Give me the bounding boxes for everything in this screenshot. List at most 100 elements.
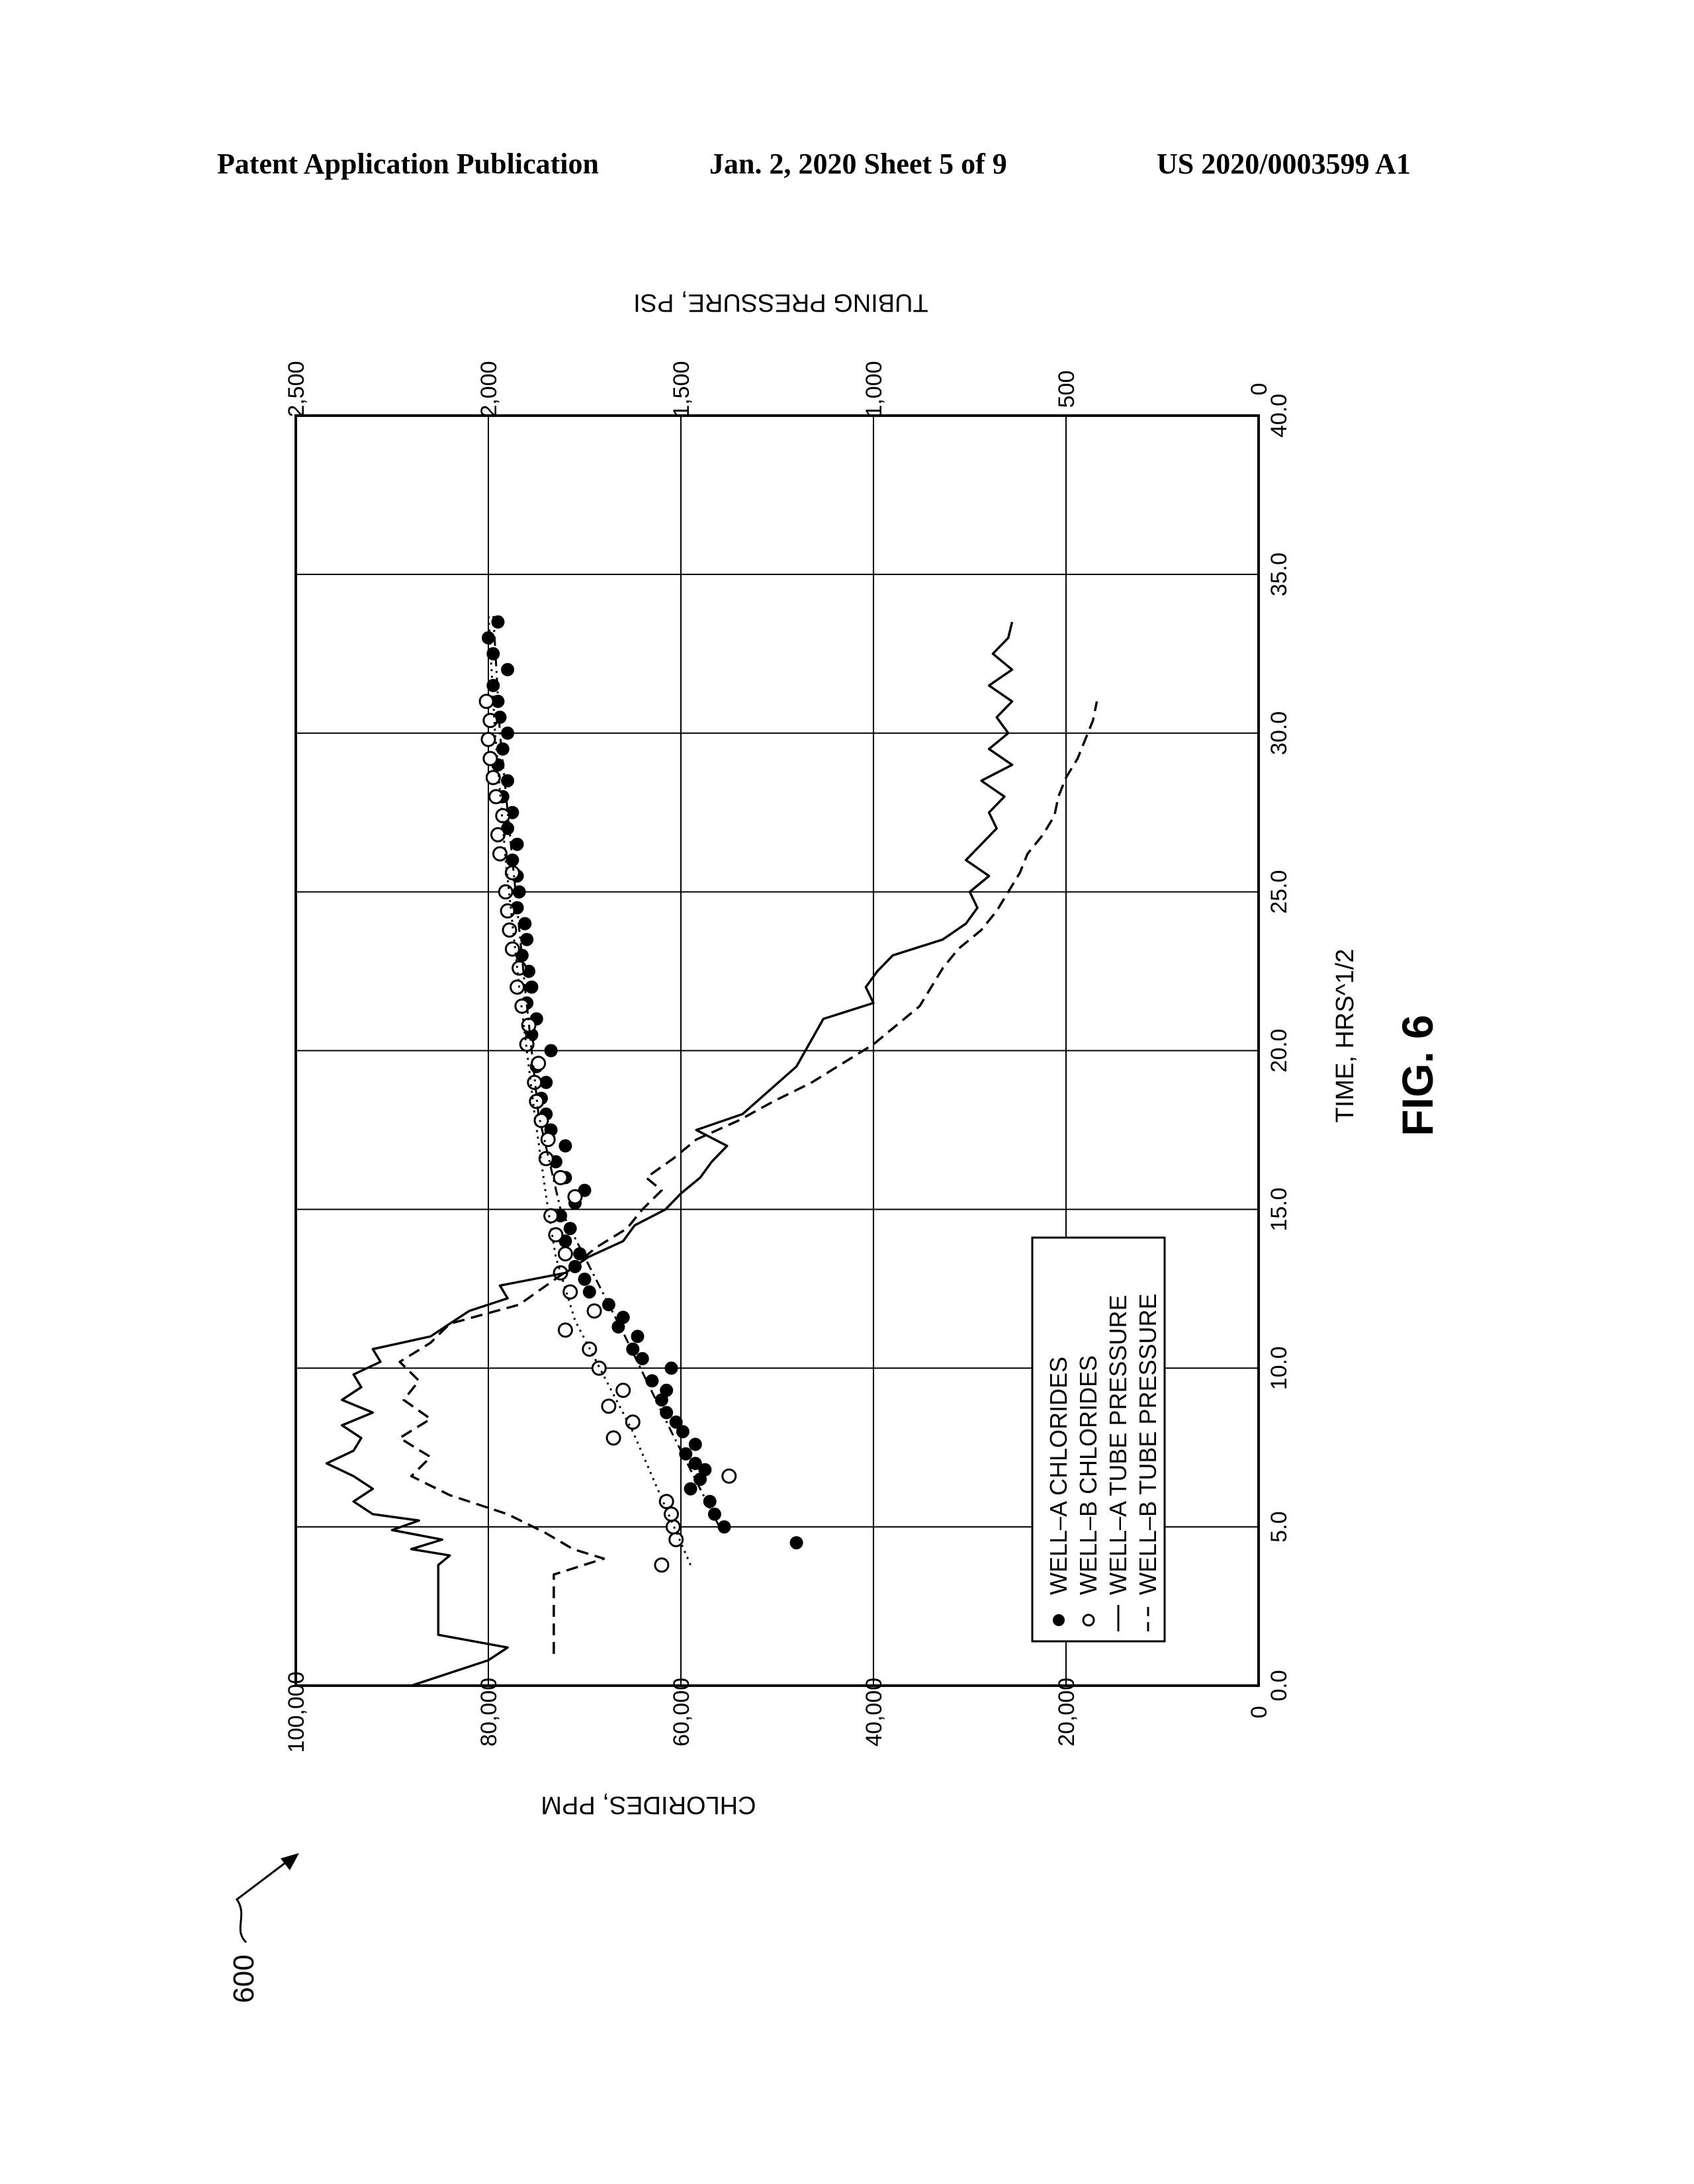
plot-area xyxy=(325,612,1098,1687)
series-0-point-4 xyxy=(684,1482,697,1496)
y-left-tick-label-0: 0 xyxy=(1247,1706,1272,1719)
y-right-tick-label-3: 1,500 xyxy=(669,361,694,417)
series-1-point-5 xyxy=(721,1468,737,1484)
series-1-point-37 xyxy=(492,846,508,862)
series-4-line xyxy=(487,612,691,1566)
header-publication: Patent Application Publication xyxy=(217,148,599,180)
y-right-tick-label-4: 2,000 xyxy=(476,361,502,417)
legend-box xyxy=(1031,1236,1166,1643)
header-date-sheet: Jan. 2, 2020 Sheet 5 of 9 xyxy=(709,148,1007,180)
series-0-point-21 xyxy=(616,1310,630,1324)
series-0-point-60 xyxy=(501,726,515,740)
x-tick-label-6: 30.0 xyxy=(1267,711,1292,755)
series-0-point-59 xyxy=(496,742,510,756)
y-left-tick-label-1: 20,000 xyxy=(1054,1678,1079,1747)
y-right-tick-label-0: 0 xyxy=(1247,383,1272,396)
series-1-point-0 xyxy=(654,1557,670,1573)
x-tick-label-2: 10.0 xyxy=(1267,1346,1292,1390)
x-tick-label-3: 15.0 xyxy=(1267,1187,1292,1231)
x-tick-label-8: 40.0 xyxy=(1267,394,1292,437)
series-1-point-27 xyxy=(519,1036,535,1052)
series-0-point-52 xyxy=(506,853,519,867)
series-0-point-11 xyxy=(669,1415,683,1429)
series-0-point-65 xyxy=(486,647,500,660)
y-right-tick-label-1: 500 xyxy=(1054,371,1079,408)
series-0-point-0 xyxy=(789,1536,803,1550)
series-0-point-18 xyxy=(626,1342,640,1356)
series-1-point-19 xyxy=(567,1189,583,1205)
axes: 0.05.010.015.020.025.030.035.040.0020,00… xyxy=(284,361,1292,1752)
legend-label-well-a-pressure: WELL–A TUBE PRESSURE xyxy=(1104,1295,1132,1596)
series-1-point-12 xyxy=(557,1322,573,1338)
series-1-point-13 xyxy=(586,1303,602,1319)
legend: WELL–A CHLORIDES WELL–B CHLORIDES WELL–A… xyxy=(1031,1236,1166,1643)
series-0-point-8 xyxy=(679,1447,693,1461)
series-1-point-32 xyxy=(504,941,520,957)
series-0-point-6 xyxy=(698,1463,712,1477)
legend-label-well-b-pressure: WELL–B TUBE PRESSURE xyxy=(1134,1294,1161,1595)
series-1-point-18 xyxy=(543,1208,559,1224)
series-3-line xyxy=(398,701,1098,1654)
legend-label-well-a-chlorides: WELL–A CHLORIDES xyxy=(1045,1357,1072,1595)
series-1-point-7 xyxy=(625,1414,641,1430)
x-tick-label-7: 35.0 xyxy=(1267,553,1292,596)
series-1-point-17 xyxy=(548,1227,564,1243)
x-tick-label-0: 0.0 xyxy=(1267,1670,1292,1701)
x-tick-label-4: 20.0 xyxy=(1267,1028,1292,1072)
series-1-point-43 xyxy=(480,731,496,747)
series-0-point-19 xyxy=(631,1330,645,1343)
series-1-point-35 xyxy=(498,884,513,900)
series-0-point-40 xyxy=(544,1044,558,1058)
series-0-point-64 xyxy=(501,662,515,676)
y-left-tick-label-3: 60,000 xyxy=(669,1678,694,1747)
series-1-point-20 xyxy=(553,1169,568,1185)
series-0-point-9 xyxy=(688,1437,702,1451)
series-0-point-16 xyxy=(664,1361,678,1375)
reference-numeral: 600 xyxy=(228,1954,260,2003)
series-0-point-17 xyxy=(635,1351,649,1365)
series-1-point-22 xyxy=(540,1132,556,1148)
y-left-tick-label-4: 80,000 xyxy=(476,1678,502,1747)
series-1-point-14 xyxy=(562,1284,578,1300)
series-0-point-48 xyxy=(518,917,532,931)
series-1-point-6 xyxy=(605,1430,621,1446)
y-left-tick-label-2: 40,000 xyxy=(862,1678,887,1747)
y-right-tick-label-2: 1,000 xyxy=(862,361,887,417)
series-1-point-34 xyxy=(500,903,515,919)
series-1-point-9 xyxy=(615,1383,631,1398)
plot-frame xyxy=(294,414,1260,1687)
legend-label-well-b-chlorides: WELL–B CHLORIDES xyxy=(1075,1355,1102,1595)
series-1-point-30 xyxy=(510,979,525,995)
header-patent-number: US 2020/0003599 A1 xyxy=(1157,148,1411,180)
series-0-point-14 xyxy=(660,1383,674,1397)
series-0-point-15 xyxy=(645,1374,659,1388)
series-1-point-41 xyxy=(485,770,501,786)
series-0-point-47 xyxy=(520,933,534,946)
series-5-line xyxy=(492,612,721,1527)
series-0-point-2 xyxy=(707,1507,721,1521)
series-1-point-26 xyxy=(531,1056,547,1071)
series-1-point-10 xyxy=(591,1360,607,1376)
figure-label: FIG. 6 xyxy=(1393,1015,1442,1136)
y-right-tick-label-5: 2,500 xyxy=(284,361,309,417)
series-2-line xyxy=(325,621,1014,1687)
series-0-point-34 xyxy=(558,1139,572,1153)
y-right-axis-title: TUBING PRESSURE, PSI xyxy=(633,289,928,316)
series-1-point-16 xyxy=(557,1246,573,1261)
y-left-axis-title: CHLORIDES, PPM xyxy=(541,1791,756,1819)
series-1-point-42 xyxy=(482,751,498,766)
series-0-point-3 xyxy=(703,1494,717,1508)
series-0-point-24 xyxy=(578,1272,592,1286)
series-0-point-57 xyxy=(501,774,515,788)
series-0-point-7 xyxy=(688,1457,702,1471)
reference-arrow xyxy=(235,1853,299,1944)
series-0-point-53 xyxy=(510,837,524,851)
x-tick-label-1: 5.0 xyxy=(1267,1511,1292,1542)
legend-marker-well-b-chlorides xyxy=(1082,1614,1095,1627)
series-0-point-38 xyxy=(539,1075,553,1089)
series-1-point-2 xyxy=(665,1519,681,1535)
series-0-point-23 xyxy=(582,1285,596,1299)
series-0-point-1 xyxy=(717,1520,731,1534)
series-1-point-8 xyxy=(601,1398,617,1414)
